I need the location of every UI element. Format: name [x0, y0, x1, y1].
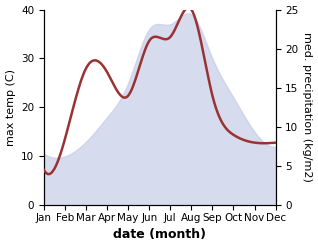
X-axis label: date (month): date (month): [113, 228, 206, 242]
Y-axis label: med. precipitation (kg/m2): med. precipitation (kg/m2): [302, 32, 313, 182]
Y-axis label: max temp (C): max temp (C): [5, 69, 16, 146]
